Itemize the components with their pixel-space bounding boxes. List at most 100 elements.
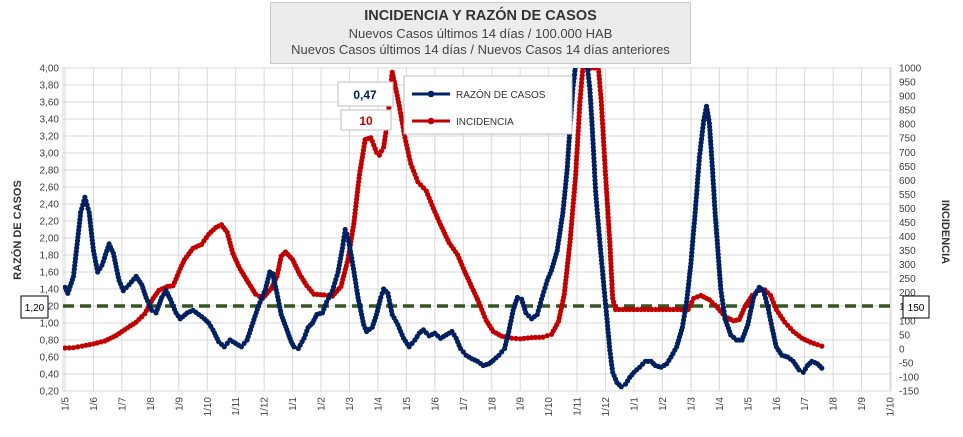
incidencia-marker <box>602 157 608 163</box>
y-right-tick-label: 1000 <box>899 64 922 75</box>
razon-marker <box>694 187 700 193</box>
y-left-tick-label: 3,60 <box>40 98 60 109</box>
razon-marker <box>594 203 600 209</box>
y-left-tick-label: 1,80 <box>40 251 60 262</box>
chart-title-box: INCIDENCIA Y RAZÓN DE CASOS Nuevos Casos… <box>270 2 691 64</box>
incidencia-marker <box>638 306 644 313</box>
x-tick-label: 1/7 <box>800 397 811 411</box>
incidencia-marker <box>612 306 619 313</box>
x-tick-label: 1/8 <box>487 397 498 411</box>
chart-subtitle-incidencia: Nuevos Casos últimos 14 días / 100.000 H… <box>348 26 613 41</box>
left-axis: 4,00 3,80 3,60 3,40 3,20 3,00 2,80 2,60 2,40 2,20… <box>40 64 60 398</box>
razon-marker <box>602 297 608 303</box>
incidencia-marker <box>631 306 637 313</box>
x-tick-label: 1/1 <box>288 397 299 411</box>
x-tick-label: 1/6 <box>772 397 783 411</box>
y-left-tick-label: 0,80 <box>40 336 60 347</box>
razon-marker <box>591 151 597 157</box>
incidencia-marker <box>577 95 583 101</box>
razon-marker <box>601 290 608 296</box>
incidencia-marker <box>574 153 580 160</box>
incidencia-marker <box>623 306 630 313</box>
incidencia-marker <box>536 334 542 340</box>
incidencia-marker <box>513 335 519 342</box>
legend-box <box>403 75 573 135</box>
razon-marker <box>577 61 582 66</box>
y-right-tick-label: 400 <box>899 232 916 243</box>
razon-marker <box>406 344 412 350</box>
x-tick-label: 1/5 <box>743 397 754 411</box>
x-tick-label: 1/9 <box>857 397 868 411</box>
legend: RAZÓN DE CASOS INCIDENCIA <box>403 75 573 135</box>
razon-marker <box>572 68 578 70</box>
incidencia-marker <box>601 150 607 156</box>
razon-marker <box>695 176 701 182</box>
incidencia-marker <box>596 76 603 82</box>
y-right-tick-label: 800 <box>899 120 916 131</box>
incidencia-marker <box>598 91 604 97</box>
razon-marker <box>590 148 597 154</box>
razon-marker <box>689 250 695 256</box>
razon-marker <box>536 304 543 310</box>
x-tick-label: 1/6 <box>89 397 100 411</box>
incidencia-marker <box>574 146 580 152</box>
x-tick-label: 1/7 <box>459 397 470 411</box>
razon-marker <box>819 365 825 371</box>
razon-marker <box>241 340 247 346</box>
incidencia-marker <box>573 161 579 167</box>
incidencia-marker <box>598 95 604 101</box>
razon-marker <box>796 367 802 373</box>
y-right-tick-label: 600 <box>899 176 916 187</box>
x-tick-label: 1/10 <box>203 397 214 417</box>
incidencia-marker <box>597 84 603 90</box>
incidencia-marker <box>600 128 606 134</box>
razon-marker <box>591 155 597 161</box>
razon-marker <box>378 294 384 301</box>
razon-marker <box>695 173 701 179</box>
razon-marker <box>149 307 155 313</box>
incidencia-marker <box>649 306 655 313</box>
legend-incidencia-label: INCIDENCIA <box>456 117 514 128</box>
razon-marker <box>761 291 768 298</box>
razon-marker <box>692 209 698 216</box>
incidencia-marker <box>70 345 77 351</box>
razon-marker <box>602 293 608 299</box>
razon-marker <box>514 294 521 301</box>
razon-marker <box>692 206 699 212</box>
incidencia-marker <box>576 117 582 123</box>
incidencia-marker <box>634 306 640 313</box>
x-tick-label: 1/5 <box>61 397 72 411</box>
incidencia-marker <box>517 336 523 342</box>
incidencia-marker <box>509 335 515 341</box>
incidencia-marker <box>66 345 72 351</box>
y-right-tick-label: 750 <box>899 134 916 145</box>
razon-marker <box>689 242 696 248</box>
x-tick-label: 1/4 <box>373 397 384 411</box>
razon-marker <box>499 349 505 355</box>
x-tick-label: 1/8 <box>146 397 157 411</box>
razon-marker <box>585 61 590 66</box>
razon-marker <box>83 198 89 204</box>
incidencia-marker <box>602 164 608 170</box>
razon-marker <box>590 133 596 139</box>
y-left-tick-label: 1,60 <box>40 268 60 279</box>
y-left-tick-label: 0,20 <box>40 387 60 398</box>
incidencia-marker <box>641 306 648 313</box>
incidencia-marker <box>521 335 527 341</box>
threshold-right-value: 150 <box>908 303 925 314</box>
incidencia-marker <box>663 306 669 313</box>
incidencia-marker <box>819 343 825 349</box>
y-right-tick-label: 450 <box>899 218 916 229</box>
incidencia-marker <box>596 69 602 75</box>
incidencia-marker <box>376 152 382 158</box>
razon-marker <box>80 202 86 208</box>
razon-marker <box>581 61 586 66</box>
razon-marker <box>340 241 346 248</box>
incidencia-marker <box>378 148 385 154</box>
y-right-tick-label: -100 <box>899 372 919 383</box>
razon-marker <box>603 308 609 314</box>
x-tick-label: 1/6 <box>430 397 441 411</box>
razon-marker <box>573 61 578 66</box>
y-right-tick-label: -50 <box>899 358 914 369</box>
y-right-tick-label: -150 <box>899 387 919 398</box>
